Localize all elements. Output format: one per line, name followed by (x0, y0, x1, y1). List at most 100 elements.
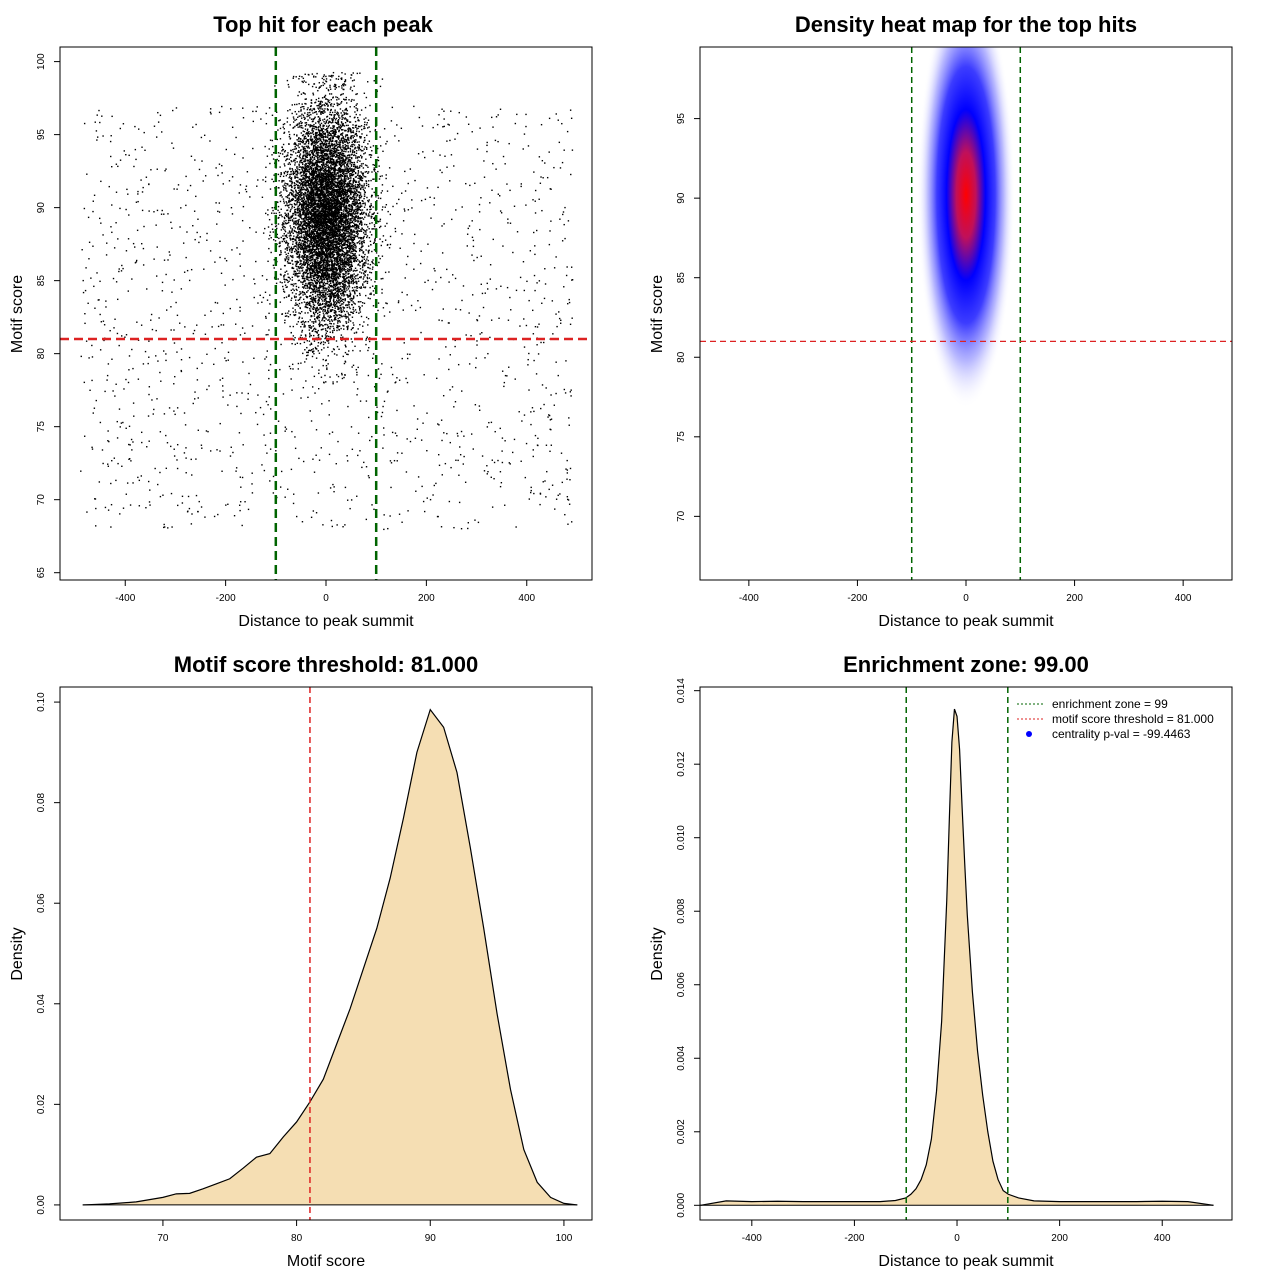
scatter-point (302, 157, 305, 160)
scatter-point (309, 158, 312, 160)
scatter-point (304, 361, 306, 363)
scatter-point (358, 183, 361, 185)
scatter-point (323, 118, 326, 120)
scatter-point (336, 185, 338, 188)
scatter-point (320, 259, 322, 261)
scatter-point (341, 116, 343, 118)
scatter-point (329, 180, 332, 183)
scatter-point (324, 257, 326, 259)
scatter-point (332, 105, 334, 108)
scatter-point (321, 275, 324, 277)
scatter-point (347, 207, 349, 210)
scatter-point (336, 96, 339, 99)
scatter-point (328, 101, 331, 104)
scatter-point (329, 175, 331, 178)
scatter-point (293, 202, 296, 205)
scatter-point (335, 271, 337, 273)
scatter-point (284, 235, 286, 237)
scatter-point (282, 189, 285, 191)
scatter-point (331, 261, 333, 263)
scatter-point (363, 127, 365, 130)
scatter-point (293, 159, 295, 161)
scatter-point (321, 154, 324, 156)
scatter-point (327, 241, 329, 244)
scatter-point (334, 209, 336, 211)
scatter-point (332, 154, 335, 156)
scatter-point (332, 228, 334, 230)
scatter-point (356, 394, 358, 396)
scatter-point (341, 199, 343, 201)
scatter-point (300, 311, 303, 313)
scatter-point (337, 307, 339, 309)
scatter-point (359, 248, 362, 251)
scatter-point (323, 154, 326, 156)
scatter-point (349, 175, 352, 177)
scatter-point (369, 154, 372, 156)
scatter-point (278, 180, 280, 182)
scatter-point (312, 190, 314, 193)
scatter-point (341, 298, 344, 301)
scatter-point (302, 130, 304, 132)
scatter-point (326, 181, 329, 184)
scatter-point (285, 253, 287, 256)
scatter-point (358, 181, 360, 184)
scatter-point (279, 166, 281, 168)
scatter-point (337, 247, 340, 249)
scatter-point (343, 234, 345, 237)
scatter-point (326, 164, 328, 167)
scatter-point (333, 168, 335, 170)
scatter-point (359, 175, 361, 178)
scatter-point (300, 188, 302, 190)
scatter-point (313, 261, 316, 263)
scatter-point (339, 300, 341, 303)
scatter-point (354, 184, 357, 186)
scatter-point (291, 363, 294, 366)
scatter-point (300, 281, 302, 283)
scatter-point (350, 210, 353, 213)
scatter-point (331, 195, 333, 197)
scatter-point (291, 203, 293, 206)
scatter-point (310, 118, 313, 120)
scatter-point (313, 236, 316, 238)
scatter-point (299, 153, 302, 155)
scatter-point (303, 201, 306, 204)
scatter-point (321, 300, 324, 302)
scatter-point (352, 239, 354, 242)
scatter-point (316, 283, 318, 285)
scatter-point (309, 307, 311, 310)
scatter-point (313, 268, 315, 270)
scatter-point (300, 198, 302, 201)
scatter-point (290, 289, 293, 292)
scatter-point (314, 295, 317, 298)
scatter-point (356, 93, 358, 95)
scatter-point (334, 248, 336, 251)
scatter-point (336, 253, 338, 256)
scatter-point (329, 322, 331, 325)
scatter-point (350, 129, 352, 131)
scatter-point (338, 126, 340, 128)
scatter-point (295, 76, 297, 78)
scatter-point (279, 138, 282, 140)
scatter-point (326, 129, 328, 131)
scatter-point (359, 206, 362, 208)
scatter-point (334, 237, 336, 240)
scatter-point (296, 201, 299, 203)
scatter-point (356, 157, 359, 159)
scatter-point (340, 121, 343, 124)
scatter-point (359, 178, 361, 180)
scatter-point (332, 382, 334, 385)
scatter-point (310, 138, 313, 141)
scatter-point (285, 256, 288, 258)
scatter-point (306, 249, 308, 252)
scatter-point (347, 189, 349, 192)
scatter-point (352, 297, 355, 299)
scatter-point (345, 150, 347, 153)
scatter-point (292, 160, 295, 162)
scatter-point (340, 191, 342, 194)
scatter-point (345, 232, 347, 234)
scatter-point (300, 362, 302, 364)
scatter-point (308, 329, 311, 331)
scatter-point (330, 105, 332, 107)
scatter-point (327, 286, 330, 288)
scatter-point (290, 208, 292, 211)
